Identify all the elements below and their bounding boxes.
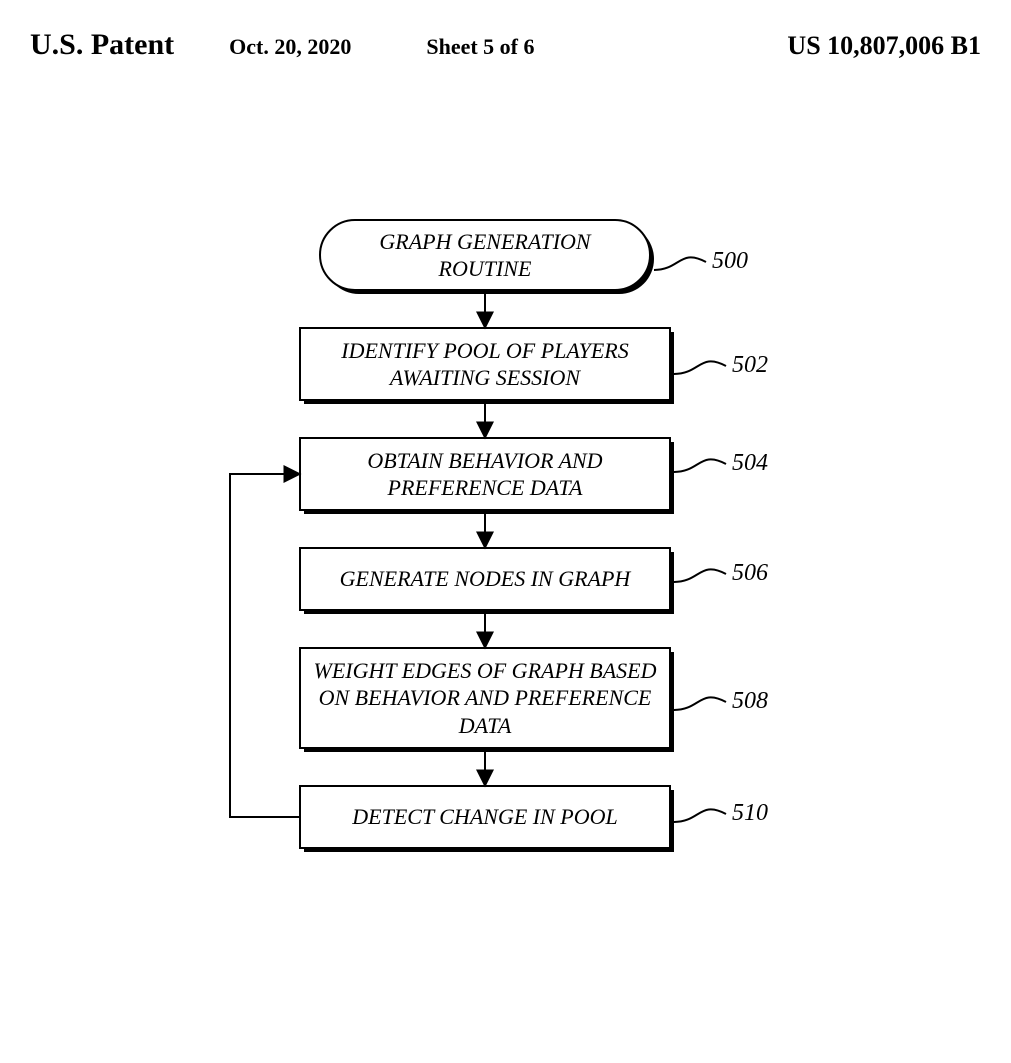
flowchart-label-506: 506 (732, 560, 768, 587)
flowchart-label-504: 504 (732, 450, 768, 477)
flowchart-node-n504: OBTAIN BEHAVIOR ANDPREFERENCE DATA (300, 438, 670, 510)
flowchart-svg (0, 0, 1011, 1063)
flowchart-label-502: 502 (732, 352, 768, 379)
flowchart-node-n500: GRAPH GENERATIONROUTINE (320, 220, 650, 290)
flowchart-node-n502: IDENTIFY POOL OF PLAYERSAWAITING SESSION (300, 328, 670, 400)
flowchart-label-510: 510 (732, 800, 768, 827)
flowchart-node-n506: GENERATE NODES IN GRAPH (300, 548, 670, 610)
flowchart-node-n510: DETECT CHANGE IN POOL (300, 786, 670, 848)
flowchart-label-508: 508 (732, 688, 768, 715)
flowchart-label-500: 500 (712, 248, 748, 275)
flowchart-node-n508: WEIGHT EDGES OF GRAPH BASEDON BEHAVIOR A… (300, 648, 670, 748)
